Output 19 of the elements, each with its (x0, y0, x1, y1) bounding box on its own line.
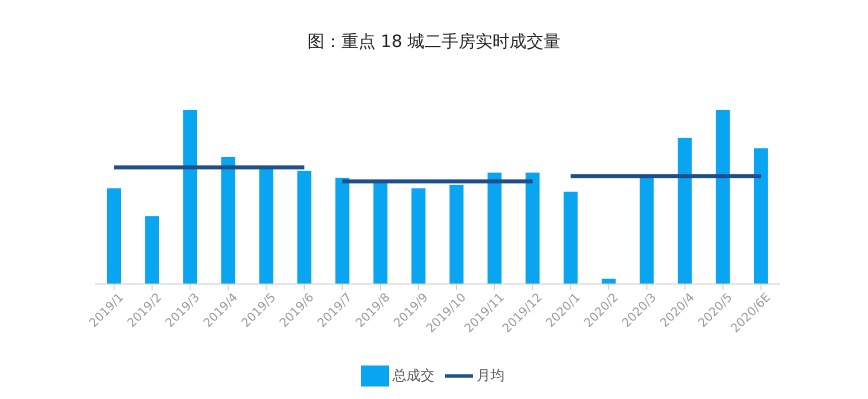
legend-label: 总成交 (392, 368, 434, 384)
bar (526, 172, 540, 284)
legend-label: 月均 (476, 368, 504, 384)
bar (488, 172, 502, 284)
bar (297, 170, 312, 284)
bar (640, 178, 654, 284)
bar (183, 110, 198, 284)
bar (373, 181, 388, 284)
bar (145, 216, 160, 284)
bar (221, 156, 236, 284)
bar (754, 148, 768, 284)
bar (716, 110, 730, 284)
chart-title: 图：重点 18 城二手房实时成交量 (306, 31, 562, 54)
bar (564, 192, 578, 284)
bar (450, 184, 464, 284)
bar (107, 188, 121, 284)
bar (335, 178, 350, 284)
bar (411, 188, 426, 284)
bar (678, 138, 692, 284)
